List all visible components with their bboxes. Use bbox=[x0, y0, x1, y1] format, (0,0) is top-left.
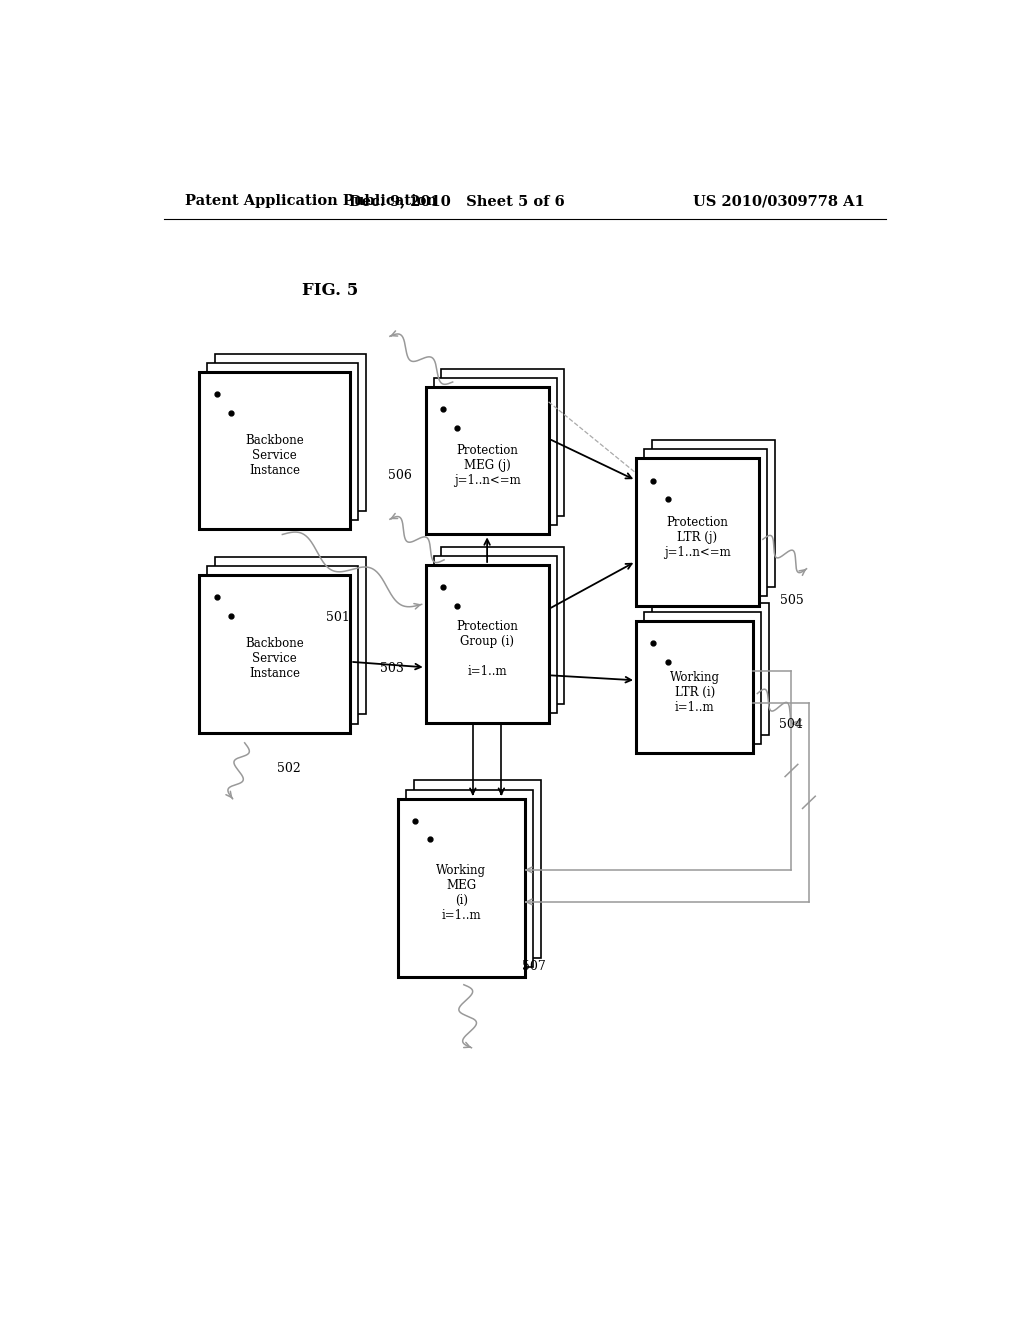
Bar bbox=[215, 557, 367, 714]
Bar bbox=[636, 458, 759, 606]
Bar bbox=[433, 378, 557, 525]
Bar bbox=[652, 440, 775, 587]
Text: 506: 506 bbox=[388, 469, 413, 482]
Text: 501: 501 bbox=[327, 611, 350, 624]
Text: 503: 503 bbox=[380, 663, 404, 675]
Text: Backbone
Service
Instance: Backbone Service Instance bbox=[246, 638, 304, 681]
Bar bbox=[441, 368, 564, 516]
Bar bbox=[636, 620, 754, 752]
Text: Patent Application Publication: Patent Application Publication bbox=[185, 194, 437, 209]
Text: Protection
MEG (j)
j=1..n<=m: Protection MEG (j) j=1..n<=m bbox=[454, 445, 520, 487]
Bar bbox=[414, 780, 541, 958]
Text: Backbone
Service
Instance: Backbone Service Instance bbox=[246, 434, 304, 478]
Text: Working
LTR (i)
i=1..m: Working LTR (i) i=1..m bbox=[670, 671, 720, 714]
Bar bbox=[200, 576, 350, 733]
Text: 507: 507 bbox=[522, 960, 546, 973]
Bar bbox=[652, 602, 769, 735]
Bar bbox=[207, 363, 358, 520]
Bar bbox=[433, 556, 557, 713]
Bar bbox=[200, 372, 350, 529]
Text: FIG. 5: FIG. 5 bbox=[302, 282, 358, 300]
Text: Protection
LTR (j)
j=1..n<=m: Protection LTR (j) j=1..n<=m bbox=[664, 516, 731, 558]
Bar bbox=[397, 799, 524, 977]
Bar bbox=[426, 387, 549, 535]
Bar bbox=[644, 611, 761, 744]
Text: US 2010/0309778 A1: US 2010/0309778 A1 bbox=[693, 194, 864, 209]
Text: 502: 502 bbox=[278, 762, 301, 775]
Text: 504: 504 bbox=[778, 718, 803, 731]
Bar bbox=[441, 546, 564, 704]
Bar bbox=[426, 565, 549, 722]
Text: Working
MEG
(i)
i=1..m: Working MEG (i) i=1..m bbox=[436, 863, 486, 921]
Bar bbox=[406, 789, 532, 968]
Text: Dec. 9, 2010   Sheet 5 of 6: Dec. 9, 2010 Sheet 5 of 6 bbox=[349, 194, 565, 209]
Bar bbox=[207, 566, 358, 723]
Bar bbox=[644, 449, 767, 597]
Bar bbox=[215, 354, 367, 511]
Text: Protection
Group (i)

i=1..m: Protection Group (i) i=1..m bbox=[456, 620, 518, 677]
Text: 505: 505 bbox=[780, 594, 804, 607]
